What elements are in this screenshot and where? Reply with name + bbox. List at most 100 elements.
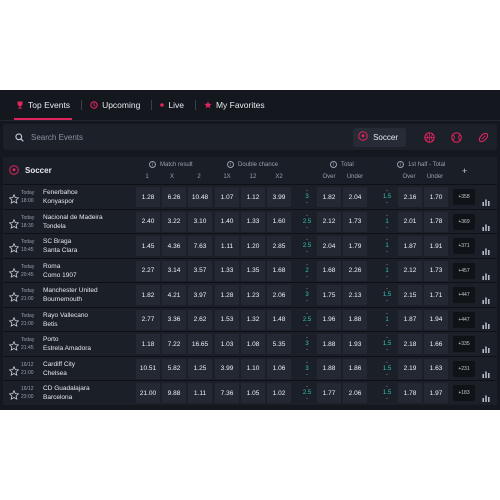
more-markets-button[interactable]: +358 xyxy=(453,189,475,205)
half-line-selector[interactable]: ⌃ 1 ⌄ xyxy=(380,212,394,232)
odds-match-result[interactable]: 2.27 xyxy=(136,260,160,281)
odds-first-half-total[interactable]: 1.91 xyxy=(424,236,448,256)
odds-total[interactable]: 2.12 xyxy=(317,211,341,232)
odds-match-result[interactable]: 1.11 xyxy=(188,383,212,403)
odds-double-chance[interactable]: 1.07 xyxy=(215,187,239,207)
more-markets-button[interactable]: +447 xyxy=(453,287,475,303)
odds-first-half-total[interactable]: 1.70 xyxy=(424,187,448,207)
odds-double-chance[interactable]: 1.08 xyxy=(241,334,265,354)
odds-first-half-total[interactable]: 1.94 xyxy=(424,309,448,330)
rugby-icon[interactable] xyxy=(470,132,497,143)
search-input[interactable]: Search Events xyxy=(31,132,84,142)
odds-double-chance[interactable]: 1.06 xyxy=(267,358,291,379)
odds-double-chance[interactable]: 7.36 xyxy=(215,383,239,403)
event-teams[interactable]: Manchester United Bournemouth xyxy=(43,286,133,304)
odds-total[interactable]: 2.04 xyxy=(343,187,367,207)
odds-match-result[interactable]: 3.10 xyxy=(188,211,212,232)
odds-double-chance[interactable]: 1.68 xyxy=(267,260,291,281)
total-line-selector[interactable]: ⌃ 2.5 ⌄ xyxy=(300,310,314,330)
more-markets-button[interactable]: +447 xyxy=(453,311,475,328)
odds-match-result[interactable]: 3.22 xyxy=(162,211,186,232)
odds-double-chance[interactable]: 1.48 xyxy=(267,309,291,330)
odds-double-chance[interactable]: 2.85 xyxy=(267,236,291,256)
odds-match-result[interactable]: 4.21 xyxy=(162,285,186,305)
more-markets-button[interactable]: +335 xyxy=(453,336,475,352)
total-line-selector[interactable]: ⌃ 3 ⌄ xyxy=(300,187,314,207)
stats-icon[interactable] xyxy=(482,242,490,260)
odds-total[interactable]: 1.88 xyxy=(343,309,367,330)
add-market-button[interactable]: + xyxy=(462,166,468,176)
favorite-star-icon[interactable] xyxy=(8,338,20,356)
half-line-selector[interactable]: ⌃ 1 ⌄ xyxy=(380,236,394,256)
odds-total[interactable]: 2.06 xyxy=(343,383,367,403)
odds-first-half-total[interactable]: 1.73 xyxy=(424,260,448,281)
odds-match-result[interactable]: 2.77 xyxy=(136,309,160,330)
odds-double-chance[interactable]: 1.28 xyxy=(215,285,239,305)
favorite-star-icon[interactable] xyxy=(8,191,20,209)
odds-total[interactable]: 1.88 xyxy=(317,358,341,379)
total-line-selector[interactable]: ⌃ 3 ⌄ xyxy=(300,359,314,379)
odds-total[interactable]: 2.13 xyxy=(343,285,367,305)
odds-total[interactable]: 1.86 xyxy=(343,358,367,379)
event-teams[interactable]: SC Braga Santa Clara xyxy=(43,237,133,255)
odds-first-half-total[interactable]: 1.63 xyxy=(424,358,448,379)
half-line-selector[interactable]: ⌃ 1 ⌄ xyxy=(380,261,394,281)
odds-first-half-total[interactable]: 2.15 xyxy=(398,285,422,305)
odds-first-half-total[interactable]: 2.16 xyxy=(398,187,422,207)
odds-match-result[interactable]: 3.14 xyxy=(162,260,186,281)
odds-first-half-total[interactable]: 1.97 xyxy=(424,383,448,403)
tab-upcoming[interactable]: Upcoming xyxy=(86,90,147,121)
odds-match-result[interactable]: 1.28 xyxy=(136,187,160,207)
stats-icon[interactable] xyxy=(482,218,490,236)
odds-first-half-total[interactable]: 2.18 xyxy=(398,334,422,354)
tennis-icon[interactable] xyxy=(443,131,470,143)
odds-total[interactable]: 1.88 xyxy=(317,334,341,354)
odds-total[interactable]: 1.96 xyxy=(317,309,341,330)
event-teams[interactable]: Cardiff City Chelsea xyxy=(43,360,133,378)
event-teams[interactable]: Rayo Vallecano Betis xyxy=(43,311,133,329)
odds-first-half-total[interactable]: 1.78 xyxy=(398,383,422,403)
odds-double-chance[interactable]: 5.35 xyxy=(267,334,291,354)
odds-first-half-total[interactable]: 2.19 xyxy=(398,358,422,379)
odds-double-chance[interactable]: 1.33 xyxy=(215,260,239,281)
half-line-selector[interactable]: ⌃ 1.5 ⌄ xyxy=(380,285,394,305)
event-teams[interactable]: Roma Como 1907 xyxy=(43,262,133,280)
odds-match-result[interactable]: 1.82 xyxy=(136,285,160,305)
odds-match-result[interactable]: 1.25 xyxy=(188,358,212,379)
odds-double-chance[interactable]: 1.03 xyxy=(215,334,239,354)
odds-double-chance[interactable]: 1.53 xyxy=(215,309,239,330)
tab-live[interactable]: Live xyxy=(156,90,191,121)
info-icon[interactable]: i xyxy=(397,161,404,168)
half-line-selector[interactable]: ⌃ 1 ⌄ xyxy=(380,310,394,330)
odds-match-result[interactable]: 2.62 xyxy=(188,309,212,330)
more-markets-button[interactable]: +369 xyxy=(453,213,475,230)
total-line-selector[interactable]: ⌃ 2.5 ⌄ xyxy=(300,383,314,403)
more-markets-button[interactable]: +231 xyxy=(453,360,475,377)
half-line-selector[interactable]: ⌃ 1.5 ⌄ xyxy=(380,187,394,207)
odds-first-half-total[interactable]: 2.01 xyxy=(398,211,422,232)
more-markets-button[interactable]: +371 xyxy=(453,238,475,254)
odds-total[interactable]: 2.26 xyxy=(343,260,367,281)
odds-first-half-total[interactable]: 1.66 xyxy=(424,334,448,354)
odds-double-chance[interactable]: 1.12 xyxy=(241,187,265,207)
odds-double-chance[interactable]: 1.32 xyxy=(241,309,265,330)
odds-match-result[interactable]: 21.00 xyxy=(136,383,160,403)
odds-first-half-total[interactable]: 2.12 xyxy=(398,260,422,281)
odds-double-chance[interactable]: 1.20 xyxy=(241,236,265,256)
tab-top-events[interactable]: Top Events xyxy=(12,90,77,121)
basketball-icon[interactable] xyxy=(416,131,443,143)
odds-double-chance[interactable]: 1.05 xyxy=(241,383,265,403)
odds-double-chance[interactable]: 1.33 xyxy=(241,211,265,232)
stats-icon[interactable] xyxy=(482,316,490,334)
stats-icon[interactable] xyxy=(482,340,490,358)
favorite-star-icon[interactable] xyxy=(8,314,20,332)
total-line-selector[interactable]: ⌃ 2.5 ⌄ xyxy=(300,212,314,232)
odds-match-result[interactable]: 3.36 xyxy=(162,309,186,330)
odds-total[interactable]: 1.73 xyxy=(343,211,367,232)
odds-first-half-total[interactable]: 1.78 xyxy=(424,211,448,232)
event-teams[interactable]: CD Guadalajara Barcelona xyxy=(43,384,133,402)
odds-match-result[interactable]: 7.63 xyxy=(188,236,212,256)
half-line-selector[interactable]: ⌃ 1.5 ⌄ xyxy=(380,334,394,354)
odds-total[interactable]: 1.75 xyxy=(317,285,341,305)
odds-first-half-total[interactable]: 1.87 xyxy=(398,309,422,330)
